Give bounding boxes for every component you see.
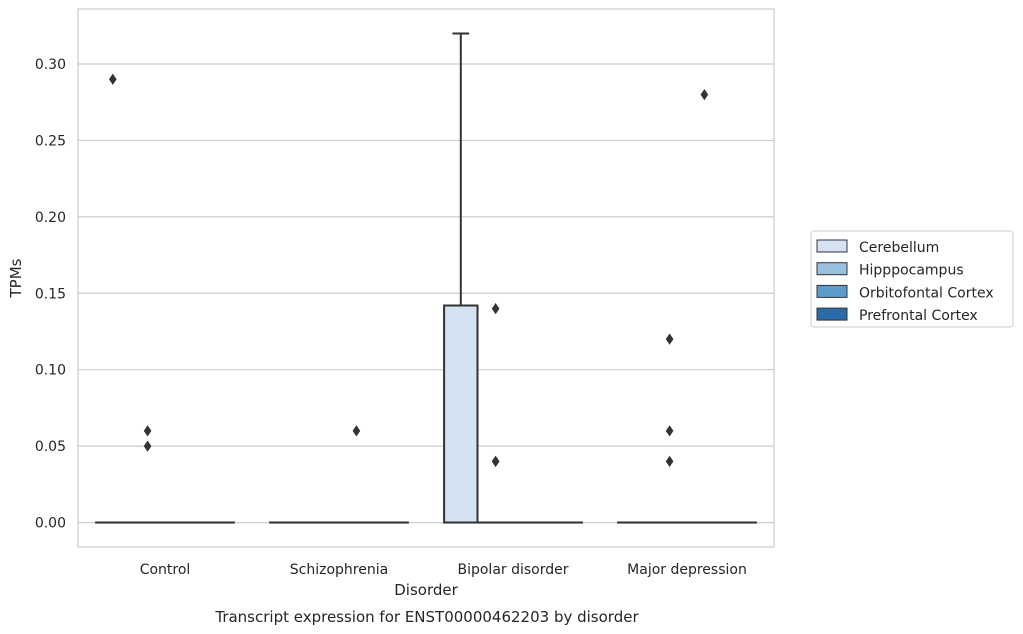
outlier-point	[143, 440, 152, 452]
x-axis-ticks: Control Schizophrenia Bipolar disorder Majo…	[140, 562, 747, 578]
legend-swatch	[816, 284, 848, 298]
box-hipppocampus	[477, 302, 514, 524]
plot-area-frame	[77, 8, 775, 548]
y-tick-label: 0.05	[35, 439, 66, 455]
y-tick-label: 0.30	[35, 57, 66, 73]
y-tick-label: 0.15	[35, 286, 66, 302]
box-hipppocampus	[651, 333, 688, 524]
x-tick-label: Bipolar disorder	[457, 562, 568, 578]
box-orbitofontal-cortex	[686, 88, 723, 524]
x-tick-label: Control	[140, 562, 191, 578]
box-orbitofontal-cortex	[338, 425, 375, 524]
legend-label: Hipppocampus	[859, 263, 964, 279]
x-tick-label: Major depression	[627, 562, 747, 578]
x-tick-label: Schizophrenia	[290, 562, 388, 578]
box-series	[95, 32, 757, 524]
legend-box	[810, 230, 1014, 328]
legend-swatch	[816, 307, 848, 321]
box-rect	[443, 304, 479, 524]
outlier-point	[700, 88, 709, 101]
outlier-point	[665, 333, 674, 345]
box-cerebellum	[95, 73, 131, 524]
y-axis-ticks: 0.00 0.05 0.10 0.15 0.20 0.25 0.30	[35, 57, 66, 532]
legend-label: Cerebellum	[859, 240, 939, 256]
legend-swatch	[816, 262, 848, 276]
box-cerebellum	[443, 32, 479, 524]
outlier-point	[491, 302, 500, 315]
y-tick-label: 0.10	[35, 363, 66, 379]
outlier-point	[143, 425, 152, 437]
chart-caption: Transcript expression for ENST0000046220…	[214, 608, 639, 626]
outlier-point	[665, 425, 674, 437]
legend-label: Prefrontal Cortex	[859, 308, 978, 324]
y-axis-label: TPMs	[7, 258, 25, 298]
y-tick-label: 0.00	[35, 516, 66, 532]
outlier-point	[108, 73, 117, 85]
y-tick-label: 0.25	[35, 133, 66, 149]
outlier-point	[665, 455, 674, 468]
outlier-point	[491, 455, 500, 468]
legend: Cerebellum Hipppocampus Orbitofontal Corte…	[810, 230, 1014, 328]
gridlines	[78, 63, 774, 524]
x-axis-label: Disorder	[394, 581, 458, 599]
y-tick-label: 0.20	[35, 210, 66, 226]
box-hipppocampus	[129, 425, 166, 524]
outlier-point	[352, 425, 361, 437]
legend-label: Orbitofontal Cortex	[859, 285, 994, 301]
legend-swatch	[816, 239, 848, 253]
